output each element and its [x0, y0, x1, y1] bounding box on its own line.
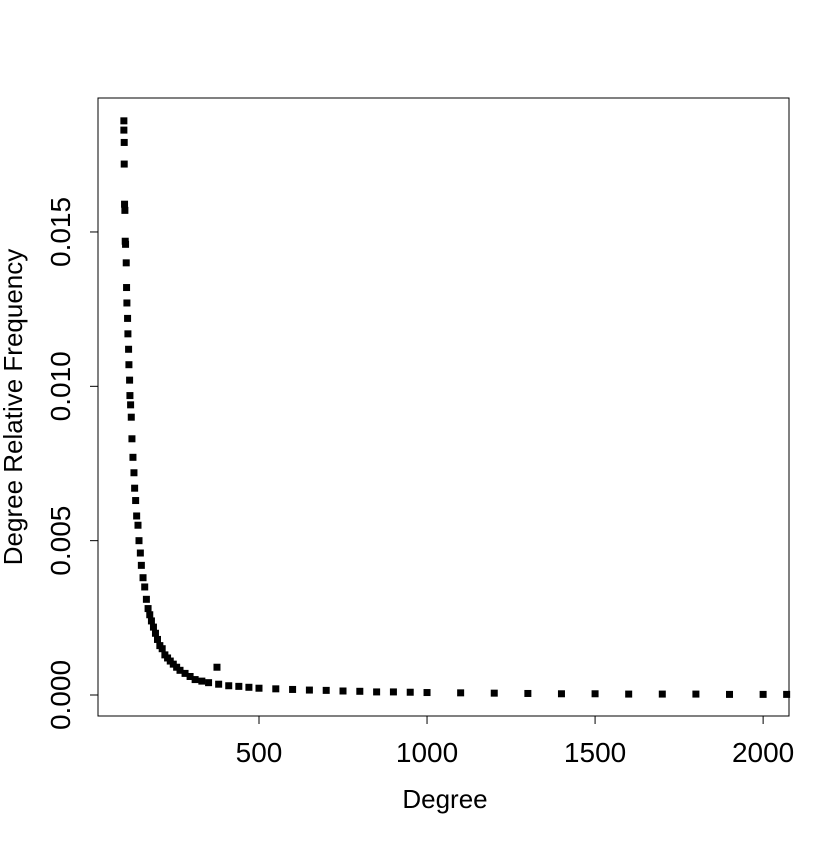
point: [124, 314, 132, 322]
point: [131, 484, 139, 492]
point: [136, 549, 144, 557]
point: [127, 413, 135, 421]
point: [134, 521, 142, 529]
point: [125, 361, 133, 369]
point: [759, 690, 767, 698]
point: [126, 376, 134, 384]
point: [625, 690, 633, 698]
point: [139, 574, 147, 582]
point: [176, 666, 184, 674]
point: [133, 512, 141, 520]
point: [524, 689, 532, 697]
point: [158, 645, 166, 653]
point: [128, 435, 136, 443]
point: [120, 160, 128, 168]
plot-frame: [97, 97, 790, 717]
point: [122, 240, 130, 248]
y-tick-label: 0.005: [45, 506, 76, 576]
point: [191, 676, 199, 684]
point: [146, 611, 154, 619]
y-axis-title: Degree Relative Frequency: [0, 249, 28, 566]
point: [591, 690, 599, 698]
point: [225, 682, 233, 690]
point: [125, 345, 133, 353]
y-tick-label: 0.015: [45, 197, 76, 267]
x-tick-label: 1500: [564, 737, 626, 768]
point: [153, 635, 161, 643]
point: [198, 677, 206, 685]
point: [120, 126, 128, 134]
point: [120, 117, 128, 125]
point: [130, 469, 138, 477]
point: [373, 688, 381, 696]
point: [406, 688, 414, 696]
point: [135, 537, 143, 545]
point: [142, 595, 150, 603]
point: [322, 686, 330, 694]
point: [235, 682, 243, 690]
point: [289, 685, 297, 693]
point: [126, 392, 134, 400]
y-tick-label: 0.000: [45, 660, 76, 730]
point: [305, 686, 313, 694]
point: [186, 672, 194, 680]
point: [490, 689, 498, 697]
point: [255, 684, 263, 692]
point: [457, 689, 465, 697]
point: [149, 623, 157, 631]
y-tick-label: 0.010: [45, 351, 76, 421]
point: [127, 401, 135, 409]
point: [215, 680, 223, 688]
point: [124, 330, 132, 338]
point: [151, 629, 159, 637]
point: [205, 679, 213, 687]
point: [339, 687, 347, 695]
point: [147, 617, 155, 625]
point: [692, 690, 700, 698]
point: [245, 683, 253, 691]
point: [121, 206, 129, 214]
point: [123, 284, 131, 292]
x-axis-title: Degree: [402, 784, 487, 814]
point: [272, 685, 280, 693]
point: [181, 669, 189, 677]
x-tick-label: 500: [236, 737, 283, 768]
x-tick-label: 2000: [732, 737, 794, 768]
point: [137, 561, 145, 569]
point: [213, 663, 221, 671]
point: [129, 453, 137, 461]
point: [356, 687, 364, 695]
point: [144, 605, 152, 613]
point: [123, 299, 131, 307]
point: [121, 200, 129, 208]
point: [423, 689, 431, 697]
x-tick-label: 1000: [396, 737, 458, 768]
point: [132, 497, 140, 505]
point: [389, 688, 397, 696]
point: [141, 583, 149, 591]
point: [122, 259, 130, 267]
point: [557, 690, 565, 698]
point: [120, 138, 128, 146]
point: [726, 690, 734, 698]
point: [658, 690, 666, 698]
point: [783, 690, 791, 698]
